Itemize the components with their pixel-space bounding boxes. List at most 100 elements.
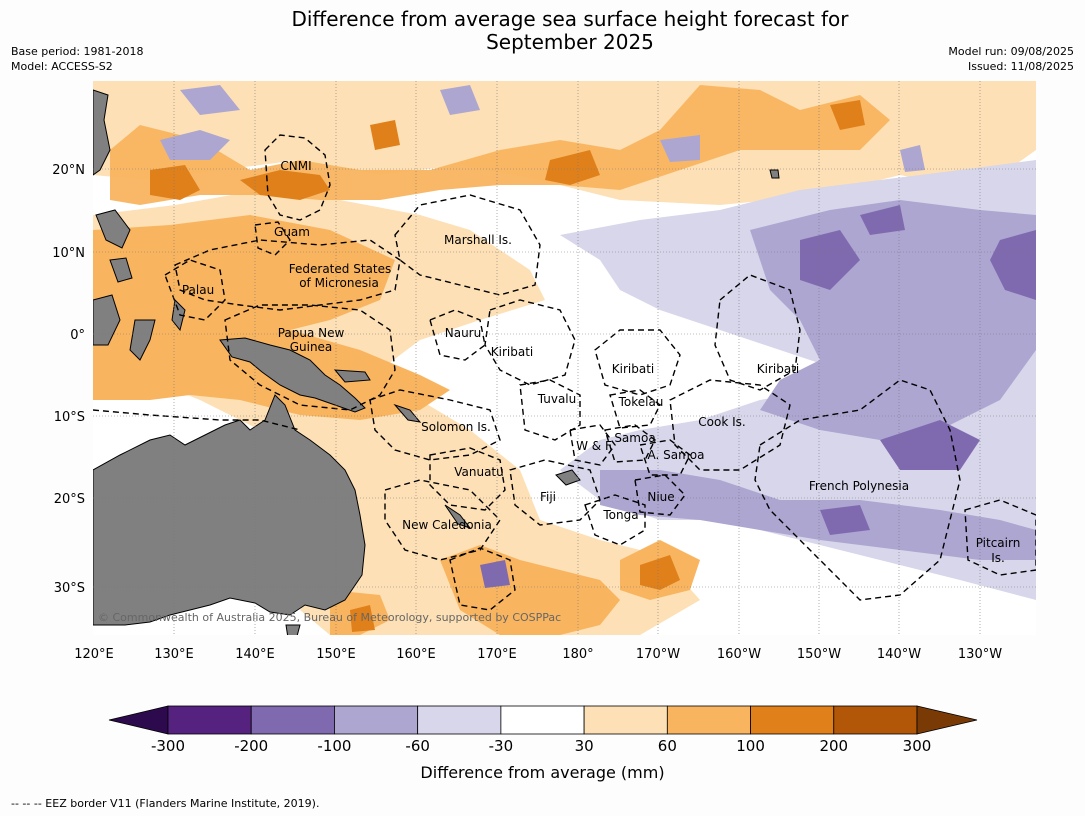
label-kiribati-west: Kiribati bbox=[491, 345, 533, 359]
base-period: Base period: 1981-2018 bbox=[11, 45, 144, 58]
eez-solomon bbox=[369, 389, 501, 461]
colorbar-tick-label: -100 bbox=[317, 737, 351, 755]
lon-tick: 150°W bbox=[797, 647, 841, 662]
colorbar-segment bbox=[500, 705, 585, 735]
label-french-polynesia: French Polynesia bbox=[809, 479, 909, 493]
colorbar-extend-high bbox=[916, 705, 978, 735]
lat-tick: 20°S bbox=[54, 492, 85, 507]
eez-samoa bbox=[604, 424, 656, 463]
eez-tuvalu bbox=[519, 379, 581, 441]
lon-tick: 140°E bbox=[235, 647, 275, 662]
eez-wallis-futuna bbox=[569, 424, 616, 466]
anomaly-neg-60-100-south bbox=[600, 470, 1036, 560]
colorbar-segment bbox=[666, 705, 751, 735]
eez-tokelau bbox=[609, 389, 661, 429]
land-masses bbox=[93, 89, 780, 635]
label-new-caledonia: New Caledonia bbox=[402, 518, 492, 532]
gridlines bbox=[93, 81, 1036, 635]
label-niue: Niue bbox=[647, 490, 674, 504]
label-fiji: Fiji bbox=[540, 490, 556, 504]
label-tuvalu: Tuvalu bbox=[537, 392, 577, 406]
lon-tick: 160°E bbox=[396, 647, 436, 662]
eez-australia-east bbox=[93, 409, 301, 431]
colorbar-tick-label: 200 bbox=[819, 737, 848, 755]
eez-palau bbox=[164, 259, 226, 321]
colorbar-tick-label: 300 bbox=[903, 737, 932, 755]
colorbar-tick-label: -200 bbox=[234, 737, 268, 755]
eez-guam bbox=[254, 221, 291, 256]
colorbar-segment bbox=[750, 705, 835, 735]
lat-tick: 0° bbox=[70, 328, 85, 343]
model-run: Model run: 09/08/2025 bbox=[948, 45, 1074, 58]
eez-vanuatu bbox=[429, 447, 506, 511]
lon-tick: 140°W bbox=[877, 647, 921, 662]
label-tonga: Tonga bbox=[602, 508, 638, 522]
label-vanuatu: Vanuatu bbox=[454, 465, 504, 479]
hawaii-landmass bbox=[769, 169, 780, 179]
label-pitcairn-line1: Pitcairn bbox=[976, 536, 1021, 550]
region-labels: CNMI Guam Marshall Is. Federated States … bbox=[182, 159, 1020, 565]
label-png-line2: Guinea bbox=[290, 340, 333, 354]
label-cook-is: Cook Is. bbox=[698, 415, 745, 429]
label-nauru: Nauru bbox=[445, 326, 481, 340]
label-kiribati-east: Kiribati bbox=[757, 362, 799, 376]
colorbar bbox=[108, 705, 978, 735]
eez-cnmi bbox=[264, 134, 331, 221]
anomaly-60-100 bbox=[93, 215, 450, 420]
solomon-islands-landmass bbox=[393, 403, 422, 423]
label-palau: Palau bbox=[182, 283, 214, 297]
chart-title: Difference from average sea surface heig… bbox=[0, 8, 1085, 54]
eez-niue bbox=[634, 474, 686, 516]
colorbar-extend-low bbox=[108, 705, 169, 735]
issued-date: Issued: 11/08/2025 bbox=[967, 60, 1074, 73]
label-wallis-futuna: W & F bbox=[576, 439, 612, 453]
lon-tick: 150°E bbox=[316, 647, 356, 662]
lon-tick: 170°W bbox=[636, 647, 680, 662]
copyright-notice: © Commonwealth of Australia 2025, Bureau… bbox=[98, 611, 561, 624]
negative-anomaly-fields bbox=[160, 85, 1036, 600]
label-samoa: Samoa bbox=[614, 431, 655, 445]
colorbar-tick-label: -300 bbox=[151, 737, 185, 755]
australia-landmass bbox=[93, 394, 366, 626]
lon-tick: 130°W bbox=[958, 647, 1002, 662]
colorbar-segment bbox=[583, 705, 668, 735]
lat-tick-labels: 20°N 10°N 0° 10°S 20°S 30°S bbox=[52, 163, 85, 596]
fiji-landmass bbox=[555, 469, 581, 486]
eez-marshall bbox=[394, 194, 541, 296]
label-cnmi: CNMI bbox=[280, 159, 311, 173]
eez-fiji bbox=[509, 459, 601, 526]
halmahera-landmass bbox=[171, 298, 186, 332]
colorbar-segment bbox=[417, 705, 502, 735]
label-marshall-is: Marshall Is. bbox=[444, 233, 512, 247]
colorbar-ticks: -300 -200 -100 -60 -30 30 60 100 200 300 bbox=[151, 737, 931, 755]
eez-kermadec bbox=[449, 547, 516, 611]
model-name: Model: ACCESS-S2 bbox=[11, 60, 113, 73]
colorbar-tick-label: 100 bbox=[736, 737, 765, 755]
new-britain-landmass bbox=[333, 369, 371, 383]
colorbar-tick-label: 60 bbox=[658, 737, 677, 755]
eez-borders bbox=[93, 134, 1036, 611]
label-tokelau: Tokelau bbox=[618, 395, 664, 409]
meta-left: Base period: 1981-2018 Model: ACCESS-S2 bbox=[11, 44, 143, 74]
eez-kiribati-west bbox=[484, 299, 576, 386]
title-line-2: September 2025 bbox=[486, 30, 654, 54]
label-kiribati-central: Kiribati bbox=[612, 362, 654, 376]
eez-american-samoa bbox=[639, 439, 691, 476]
colorbar-label: Difference from average (mm) bbox=[420, 763, 665, 782]
lon-tick-labels: 120°E 130°E 140°E 150°E 160°E 170°E 180°… bbox=[74, 647, 1002, 662]
new-guinea-landmass bbox=[219, 337, 366, 413]
lat-tick: 30°S bbox=[54, 581, 85, 596]
lon-tick: 180° bbox=[562, 647, 593, 662]
eez-tonga bbox=[584, 494, 646, 546]
colorbar-tick-label: -30 bbox=[489, 737, 514, 755]
eez-cook-islands bbox=[669, 379, 791, 471]
eez-legend-footer: -- -- -- EEZ border V11 (Flanders Marine… bbox=[11, 797, 320, 810]
meta-right: Model run: 09/08/2025 Issued: 11/08/2025 bbox=[948, 44, 1074, 74]
title-line-1: Difference from average sea surface heig… bbox=[291, 7, 849, 31]
colorbar-tick-label: 30 bbox=[575, 737, 594, 755]
lon-tick: 120°E bbox=[74, 647, 114, 662]
label-png-line1: Papua New bbox=[278, 326, 345, 340]
colorbar-segment bbox=[167, 705, 252, 735]
map-area: CNMI Guam Marshall Is. Federated States … bbox=[93, 81, 1036, 635]
